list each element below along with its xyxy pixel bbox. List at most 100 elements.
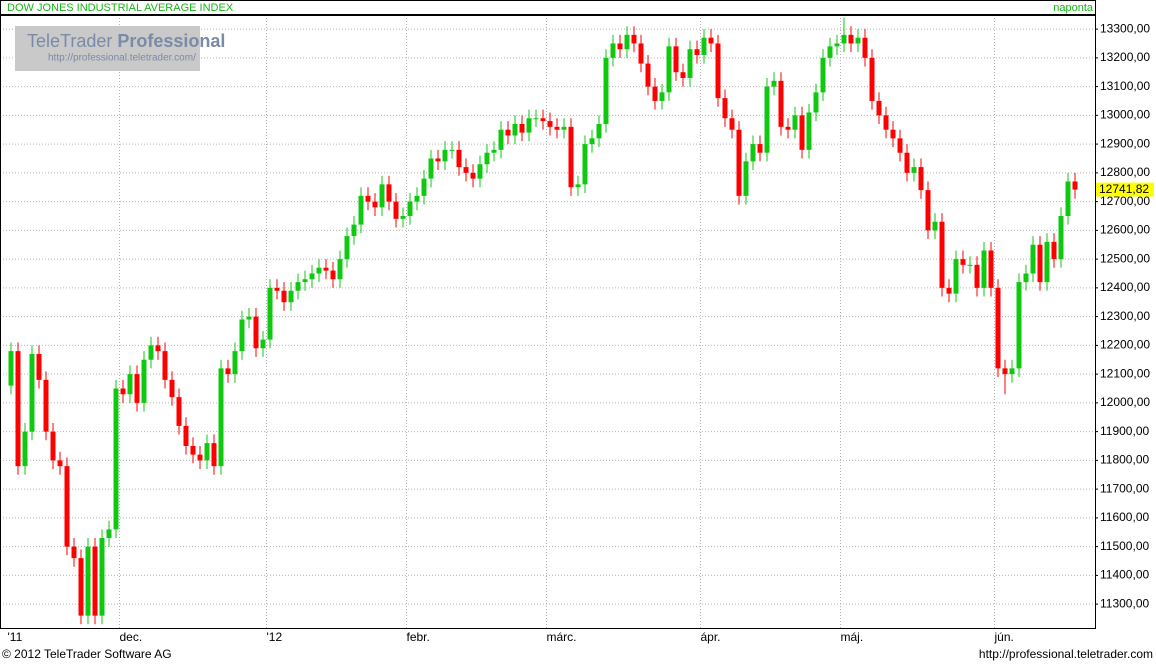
candle-body: [232, 351, 238, 375]
candle-body: [155, 345, 161, 352]
y-tick-label: 11700,00: [1100, 481, 1149, 495]
candle-body: [960, 259, 966, 265]
candle-body: [351, 224, 357, 237]
candle-body: [813, 92, 819, 113]
candle-body: [365, 195, 371, 202]
candle-body: [456, 149, 462, 168]
candle-body: [841, 34, 847, 44]
candle-body: [477, 164, 483, 179]
candle-body: [932, 221, 938, 231]
x-tick-label: ápr.: [701, 630, 721, 644]
candle-body: [379, 184, 385, 208]
candle-body: [680, 72, 686, 78]
y-tick-label: 12500,00: [1100, 251, 1150, 265]
candle-body: [981, 250, 987, 288]
candle-body: [736, 129, 742, 196]
last-value-box: [1096, 182, 1154, 197]
candle-body: [785, 126, 791, 130]
candle-body: [806, 112, 812, 150]
candle-body: [92, 546, 98, 616]
candle-body: [57, 460, 63, 467]
candle-body: [974, 264, 980, 288]
candle-body: [554, 126, 560, 130]
candle-body: [582, 144, 588, 185]
candle-body: [862, 37, 868, 58]
x-tick-label: márc.: [547, 630, 577, 644]
candle-body: [253, 316, 259, 349]
candle-body: [701, 37, 707, 55]
candle-body: [589, 138, 595, 145]
candle-body: [358, 195, 364, 225]
x-tick-label: jún.: [994, 630, 1014, 644]
candle-body: [540, 118, 546, 122]
logo-brand: TeleTrader: [27, 31, 112, 51]
candle-body: [596, 123, 602, 139]
candle-body: [8, 351, 14, 386]
candle-body: [316, 267, 322, 274]
candle-body: [1058, 215, 1064, 260]
candle-body: [687, 49, 693, 78]
candle-body: [162, 351, 168, 380]
candle-body: [1072, 181, 1078, 190]
candle-body: [421, 178, 427, 196]
candle-body: [1009, 368, 1015, 375]
candle-body: [834, 43, 840, 47]
y-tick-label: 13200,00: [1100, 50, 1150, 64]
candle-body: [274, 287, 280, 291]
title-bar: [0, 0, 1096, 15]
candle-body: [64, 466, 70, 547]
y-tick-label: 12100,00: [1100, 366, 1150, 380]
y-tick-label: 12200,00: [1100, 338, 1150, 352]
frequency: naponta: [1053, 2, 1094, 14]
candle-body: [883, 115, 889, 130]
footer-url: http://professional.teletrader.com: [979, 647, 1153, 661]
logo: TeleTrader Professional: [27, 31, 225, 51]
candle-body: [295, 282, 301, 291]
y-tick-label: 13000,00: [1100, 108, 1150, 122]
candle-body: [820, 57, 826, 93]
candle-body: [666, 46, 672, 93]
candle-body: [750, 144, 756, 162]
y-tick-label: 12900,00: [1100, 136, 1150, 150]
candle-body: [729, 118, 735, 130]
candle-body: [911, 167, 917, 173]
candle-body: [904, 152, 910, 173]
y-tick-label: 12700,00: [1100, 194, 1150, 208]
candle-body: [848, 34, 854, 44]
candle-body: [183, 425, 189, 446]
candle-body: [239, 319, 245, 352]
candle-body: [309, 273, 315, 280]
y-tick-label: 12000,00: [1100, 395, 1150, 409]
candle-body: [603, 57, 609, 124]
x-tick-label: '11: [8, 630, 23, 644]
candle-body: [190, 445, 196, 455]
candle-body: [15, 351, 21, 467]
candle-body: [1016, 282, 1022, 369]
candle-body: [771, 80, 777, 87]
copyright: © 2012 TeleTrader Software AG: [2, 647, 172, 661]
candle-body: [575, 184, 581, 188]
candle-body: [141, 359, 147, 403]
candle-body: [120, 388, 126, 395]
candle-body: [36, 353, 42, 380]
candle-body: [561, 126, 567, 130]
x-tick-label: '12: [267, 630, 283, 644]
y-tick-label: 13300,00: [1100, 21, 1150, 35]
candle-body: [204, 443, 210, 461]
candle-body: [344, 236, 350, 260]
candle-body: [918, 167, 924, 191]
candle-body: [638, 43, 644, 64]
candle-body: [491, 149, 497, 153]
y-tick-label: 11300,00: [1100, 596, 1149, 610]
candle-body: [134, 374, 140, 403]
candle-body: [484, 152, 490, 165]
candle-body: [407, 201, 413, 216]
candle-body: [897, 138, 903, 153]
candle-body: [127, 374, 133, 395]
candle-body: [827, 46, 833, 58]
candle-body: [610, 43, 616, 58]
candle-body: [400, 215, 406, 219]
x-tick-label: máj.: [841, 630, 864, 644]
candle-body: [946, 287, 952, 294]
